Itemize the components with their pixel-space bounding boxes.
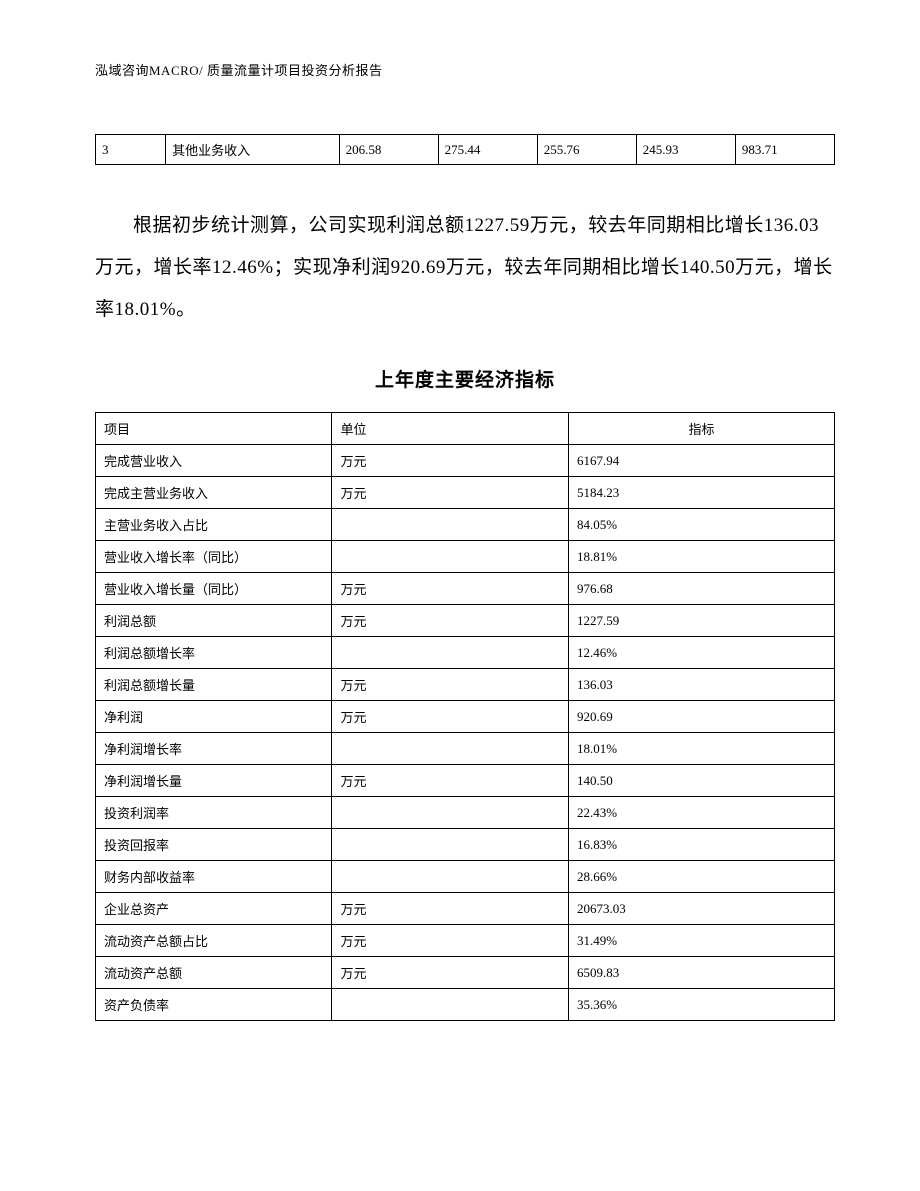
cell-value: 12.46% <box>568 637 834 669</box>
table-row: 企业总资产万元20673.03 <box>96 893 835 925</box>
cell-value: 28.66% <box>568 861 834 893</box>
cell-unit: 万元 <box>332 669 568 701</box>
cell-unit: 万元 <box>332 765 568 797</box>
table-row: 流动资产总额占比万元31.49% <box>96 925 835 957</box>
cell-value: 6167.94 <box>568 445 834 477</box>
table-row: 资产负债率 35.36% <box>96 989 835 1021</box>
cell-item: 主营业务收入占比 <box>96 509 332 541</box>
header-value: 指标 <box>568 413 834 445</box>
cell-value: 275.44 <box>438 135 537 165</box>
cell-value: 84.05% <box>568 509 834 541</box>
table-row: 流动资产总额万元6509.83 <box>96 957 835 989</box>
cell-value: 6509.83 <box>568 957 834 989</box>
cell-value: 16.83% <box>568 829 834 861</box>
cell-item: 投资回报率 <box>96 829 332 861</box>
cell-unit <box>332 797 568 829</box>
summary-paragraph: 根据初步统计测算，公司实现利润总额1227.59万元，较去年同期相比增长136.… <box>95 205 835 330</box>
header-unit: 单位 <box>332 413 568 445</box>
cell-unit <box>332 541 568 573</box>
cell-item: 净利润增长率 <box>96 733 332 765</box>
cell-item: 投资利润率 <box>96 797 332 829</box>
cell-value: 22.43% <box>568 797 834 829</box>
cell-unit <box>332 989 568 1021</box>
table-row: 利润总额增长量万元136.03 <box>96 669 835 701</box>
cell-value: 136.03 <box>568 669 834 701</box>
cell-item: 流动资产总额占比 <box>96 925 332 957</box>
other-income-table: 3 其他业务收入 206.58 275.44 255.76 245.93 983… <box>95 134 835 165</box>
cell-value: 18.01% <box>568 733 834 765</box>
cell-item: 资产负债率 <box>96 989 332 1021</box>
cell-unit: 万元 <box>332 701 568 733</box>
cell-value: 140.50 <box>568 765 834 797</box>
table-row: 利润总额增长率 12.46% <box>96 637 835 669</box>
cell-value: 5184.23 <box>568 477 834 509</box>
cell-item: 利润总额增长率 <box>96 637 332 669</box>
header-item: 项目 <box>96 413 332 445</box>
cell-value: 35.36% <box>568 989 834 1021</box>
cell-item: 营业收入增长量（同比） <box>96 573 332 605</box>
table-row: 净利润增长量万元140.50 <box>96 765 835 797</box>
table-row: 净利润增长率 18.01% <box>96 733 835 765</box>
cell-unit: 万元 <box>332 477 568 509</box>
cell-unit: 万元 <box>332 893 568 925</box>
cell-unit <box>332 509 568 541</box>
cell-unit: 万元 <box>332 957 568 989</box>
cell-unit <box>332 829 568 861</box>
cell-item: 净利润 <box>96 701 332 733</box>
cell-value: 245.93 <box>636 135 735 165</box>
table-row: 净利润万元920.69 <box>96 701 835 733</box>
cell-value: 255.76 <box>537 135 636 165</box>
cell-unit: 万元 <box>332 445 568 477</box>
cell-item: 企业总资产 <box>96 893 332 925</box>
cell-item: 利润总额 <box>96 605 332 637</box>
cell-unit <box>332 637 568 669</box>
cell-label: 其他业务收入 <box>166 135 339 165</box>
cell-item: 利润总额增长量 <box>96 669 332 701</box>
cell-unit <box>332 861 568 893</box>
table-row: 完成营业收入万元6167.94 <box>96 445 835 477</box>
cell-item: 财务内部收益率 <box>96 861 332 893</box>
cell-value: 1227.59 <box>568 605 834 637</box>
table-row: 完成主营业务收入万元5184.23 <box>96 477 835 509</box>
table-header-row: 项目 单位 指标 <box>96 413 835 445</box>
cell-unit: 万元 <box>332 573 568 605</box>
main-table-title: 上年度主要经济指标 <box>95 365 835 392</box>
cell-item: 净利润增长量 <box>96 765 332 797</box>
cell-item: 完成主营业务收入 <box>96 477 332 509</box>
document-header: 泓域咨询MACRO/ 质量流量计项目投资分析报告 <box>95 60 835 79</box>
cell-index: 3 <box>96 135 166 165</box>
table-row: 主营业务收入占比 84.05% <box>96 509 835 541</box>
cell-unit: 万元 <box>332 605 568 637</box>
cell-item: 流动资产总额 <box>96 957 332 989</box>
cell-item: 营业收入增长率（同比） <box>96 541 332 573</box>
cell-item: 完成营业收入 <box>96 445 332 477</box>
table-row: 利润总额万元1227.59 <box>96 605 835 637</box>
table-row: 投资利润率 22.43% <box>96 797 835 829</box>
cell-unit <box>332 733 568 765</box>
table-row: 营业收入增长量（同比）万元976.68 <box>96 573 835 605</box>
cell-value: 31.49% <box>568 925 834 957</box>
cell-value: 18.81% <box>568 541 834 573</box>
cell-unit: 万元 <box>332 925 568 957</box>
table-row: 营业收入增长率（同比） 18.81% <box>96 541 835 573</box>
cell-value: 20673.03 <box>568 893 834 925</box>
cell-value: 920.69 <box>568 701 834 733</box>
cell-value: 976.68 <box>568 573 834 605</box>
cell-value: 983.71 <box>735 135 834 165</box>
table-row: 投资回报率 16.83% <box>96 829 835 861</box>
economic-indicators-table: 项目 单位 指标 完成营业收入万元6167.94完成主营业务收入万元5184.2… <box>95 412 835 1021</box>
cell-value: 206.58 <box>339 135 438 165</box>
table-row: 3 其他业务收入 206.58 275.44 255.76 245.93 983… <box>96 135 835 165</box>
table-row: 财务内部收益率 28.66% <box>96 861 835 893</box>
